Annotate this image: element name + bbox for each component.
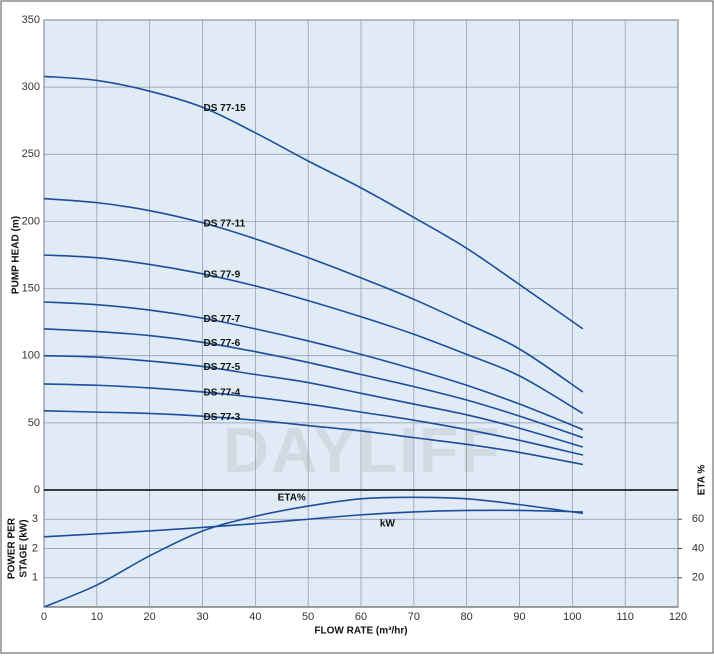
y-tick-label: 100: [22, 350, 40, 362]
y-axis-label: STAGE (kW): [19, 519, 30, 577]
curve: [43, 509, 583, 538]
x-tick-label: 70: [408, 611, 420, 623]
x-tick-label: 60: [355, 611, 367, 623]
curve-label: DS 77-6: [204, 338, 241, 349]
x-tick-label: 30: [196, 611, 208, 623]
curve: [43, 409, 584, 466]
curve: [43, 75, 584, 330]
x-tick-label: 100: [563, 611, 581, 623]
curve: [43, 383, 584, 456]
curve-label: DS 77-7: [204, 314, 241, 325]
y2-tick-label: 20: [692, 572, 704, 584]
y2-tick-label: 60: [692, 513, 704, 525]
y-tick-label: 300: [22, 81, 40, 93]
y-tick-label: 150: [22, 282, 40, 294]
curve: [43, 328, 584, 439]
curve-label: ETA%: [278, 493, 306, 504]
y2-tick-label: 40: [692, 542, 704, 554]
watermark: DAYLIFF: [223, 414, 501, 486]
curve-label: DS 77-3: [204, 412, 241, 423]
y-tick-label: 0: [34, 484, 40, 496]
y-tick-label: 350: [22, 14, 40, 26]
curve-label: DS 77-9: [204, 269, 241, 280]
y-tick-label: 1: [32, 572, 38, 584]
curve: [43, 496, 584, 608]
y-tick-label: 50: [28, 417, 40, 429]
curve-label: kW: [380, 519, 396, 530]
x-tick-label: 80: [461, 611, 473, 623]
curve: [43, 254, 584, 415]
x-tick-label: 10: [91, 611, 103, 623]
x-tick-label: 120: [669, 611, 687, 623]
y-tick-label: 250: [22, 148, 40, 160]
y2-axis-label: ETA %: [697, 465, 708, 496]
x-tick-label: 110: [616, 611, 634, 623]
x-tick-label: 40: [249, 611, 261, 623]
curve-label: DS 77-11: [204, 218, 246, 229]
curve-label: DS 77-4: [204, 388, 241, 399]
y-tick-label: 2: [32, 542, 38, 554]
y-tick-label: 200: [22, 215, 40, 227]
y-axis-label: POWER PER: [7, 517, 18, 579]
x-tick-label: 20: [144, 611, 156, 623]
curve-label: DS 77-15: [204, 103, 247, 114]
y-axis-label: PUMP HEAD (m): [11, 216, 22, 294]
curve: [43, 301, 584, 431]
x-tick-label: 90: [513, 611, 525, 623]
y-tick-label: 3: [32, 513, 38, 525]
x-tick-label: 0: [41, 611, 47, 623]
curve: [43, 354, 584, 448]
x-tick-label: 50: [302, 611, 314, 623]
x-axis-label: FLOW RATE (m³/hr): [314, 626, 407, 637]
curve: [43, 197, 584, 393]
curve-label: DS 77-5: [204, 362, 241, 373]
